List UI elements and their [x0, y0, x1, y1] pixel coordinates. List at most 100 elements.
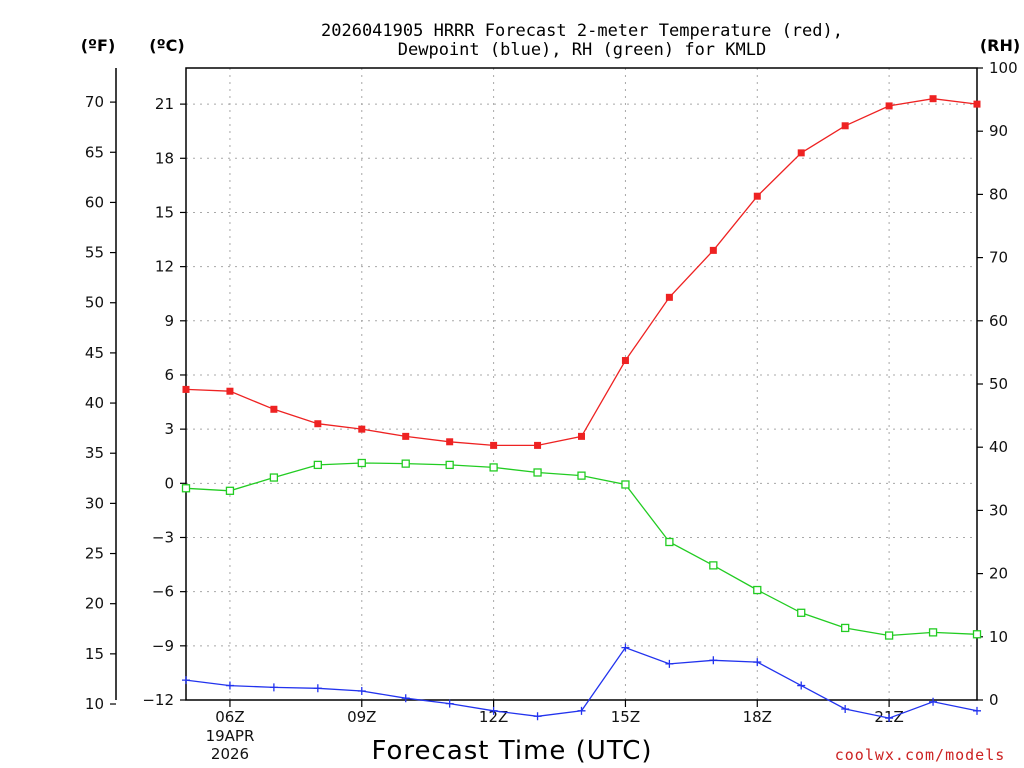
rh-line: [185, 462, 978, 637]
temperature-point: [797, 149, 805, 157]
temperature-point: [709, 246, 717, 254]
rh-point: [181, 484, 191, 493]
x-axis-label: Forecast Time (UTC): [371, 736, 652, 766]
dewpoint-point: [225, 681, 234, 690]
celsius-unit-label: (ºC): [149, 36, 184, 55]
celsius-tick-label: 15: [155, 203, 174, 221]
dewpoint-point: [665, 659, 674, 668]
dewpoint-point: [973, 706, 981, 715]
dewpoint-point: [182, 676, 190, 685]
fahrenheit-tick-label: 30: [85, 494, 104, 512]
rh-point: [225, 486, 235, 495]
temperature-point: [182, 385, 190, 393]
rh-point: [841, 623, 850, 633]
rh-tick-label: 80: [989, 185, 1008, 203]
temperature-line: [185, 98, 978, 447]
temperature-point: [885, 102, 893, 110]
date-label-year: 2026: [211, 745, 249, 763]
temperature-point: [665, 293, 673, 301]
celsius-tick-label: 6: [164, 366, 174, 384]
temperature-series: [182, 95, 981, 449]
dewpoint-point: [577, 706, 586, 715]
temperature-point: [578, 432, 585, 440]
rh-point: [753, 585, 762, 595]
rh-point: [884, 631, 894, 640]
celsius-tick-label: 21: [155, 95, 174, 113]
temperature-point: [402, 432, 410, 440]
temperature-point: [358, 425, 366, 433]
x-tick-label: 09Z: [347, 708, 376, 726]
rh-unit-label: (RH): [980, 36, 1020, 55]
fahrenheit-tick-label: 20: [85, 595, 104, 613]
rh-point: [928, 628, 938, 637]
temperature-point: [490, 441, 498, 449]
dewpoint-series: [182, 643, 981, 723]
temperature-point: [534, 441, 542, 449]
temperature-point: [929, 95, 937, 103]
celsius-tick-label: −3: [152, 528, 174, 546]
rh-tick-label: 30: [989, 501, 1008, 519]
fahrenheit-tick-label: 10: [85, 695, 104, 713]
rh-series: [181, 458, 982, 640]
credit-label: coolwx.com/models: [835, 746, 1006, 764]
celsius-tick-label: −12: [142, 691, 174, 709]
fahrenheit-tick-label: 70: [85, 93, 104, 111]
dewpoint-point: [269, 683, 278, 692]
x-tick-label: 15Z: [611, 708, 640, 726]
rh-point: [401, 459, 410, 468]
rh-point: [269, 473, 279, 482]
rh-point: [313, 460, 322, 470]
rh-tick-label: 20: [989, 565, 1008, 583]
temperature-point: [753, 192, 761, 200]
date-label: 19APR 2026: [206, 727, 255, 763]
dewpoint-point: [533, 712, 542, 721]
data-series: [181, 95, 982, 723]
date-label-day: 19APR: [206, 727, 255, 745]
celsius-tick-label: 0: [164, 474, 174, 492]
rh-point: [533, 468, 542, 477]
rh-point: [797, 608, 806, 617]
plot-frame: [185, 67, 978, 701]
dewpoint-point: [929, 697, 938, 706]
dewpoint-point: [885, 714, 894, 723]
rh-tick-label: 90: [989, 122, 1008, 140]
rh-tick-label: 100: [989, 59, 1018, 77]
fahrenheit-unit-label: (ºF): [81, 36, 116, 55]
celsius-tick-label: 9: [164, 312, 174, 330]
rh-point: [621, 480, 630, 489]
fahrenheit-tick-label: 15: [85, 645, 104, 663]
x-axis-ticks: 06Z 09Z 12Z 15Z 18Z 21Z: [215, 700, 904, 726]
fahrenheit-tick-label: 40: [85, 394, 104, 412]
fahrenheit-tick-label: 65: [85, 143, 104, 161]
fahrenheit-tick-label: 55: [85, 244, 104, 262]
dewpoint-point: [489, 706, 498, 715]
x-tick-label: 06Z: [215, 708, 244, 726]
temperature-point: [226, 387, 234, 395]
fahrenheit-tick-label: 35: [85, 444, 104, 462]
dewpoint-point: [445, 699, 454, 708]
celsius-tick-label: 12: [155, 258, 174, 276]
rh-point: [445, 460, 454, 470]
temperature-point: [270, 405, 278, 413]
dewpoint-point: [357, 686, 366, 695]
dewpoint-point: [709, 656, 718, 665]
temperature-point: [973, 100, 981, 108]
celsius-tick-label: 3: [164, 420, 174, 438]
rh-tick-label: 0: [989, 691, 999, 709]
chart-axes: [115, 67, 978, 701]
celsius-tick-label: 18: [155, 149, 174, 167]
title-line-1: 2026041905 HRRR Forecast 2-meter Tempera…: [321, 21, 843, 41]
x-tick-label: 18Z: [743, 708, 772, 726]
rh-tick-label: 70: [989, 249, 1008, 267]
dewpoint-point: [313, 684, 322, 693]
fahrenheit-tick-label: 25: [85, 545, 104, 563]
rh-point: [665, 537, 674, 547]
fahrenheit-tick-label: 45: [85, 344, 104, 362]
celsius-tick-label: −6: [152, 583, 174, 601]
rh-tick-label: 10: [989, 628, 1008, 646]
rh-point: [577, 471, 586, 480]
celsius-tick-label: −9: [152, 637, 174, 655]
chart-title: 2026041905 HRRR Forecast 2-meter Tempera…: [321, 21, 843, 60]
dewpoint-point: [797, 681, 806, 690]
